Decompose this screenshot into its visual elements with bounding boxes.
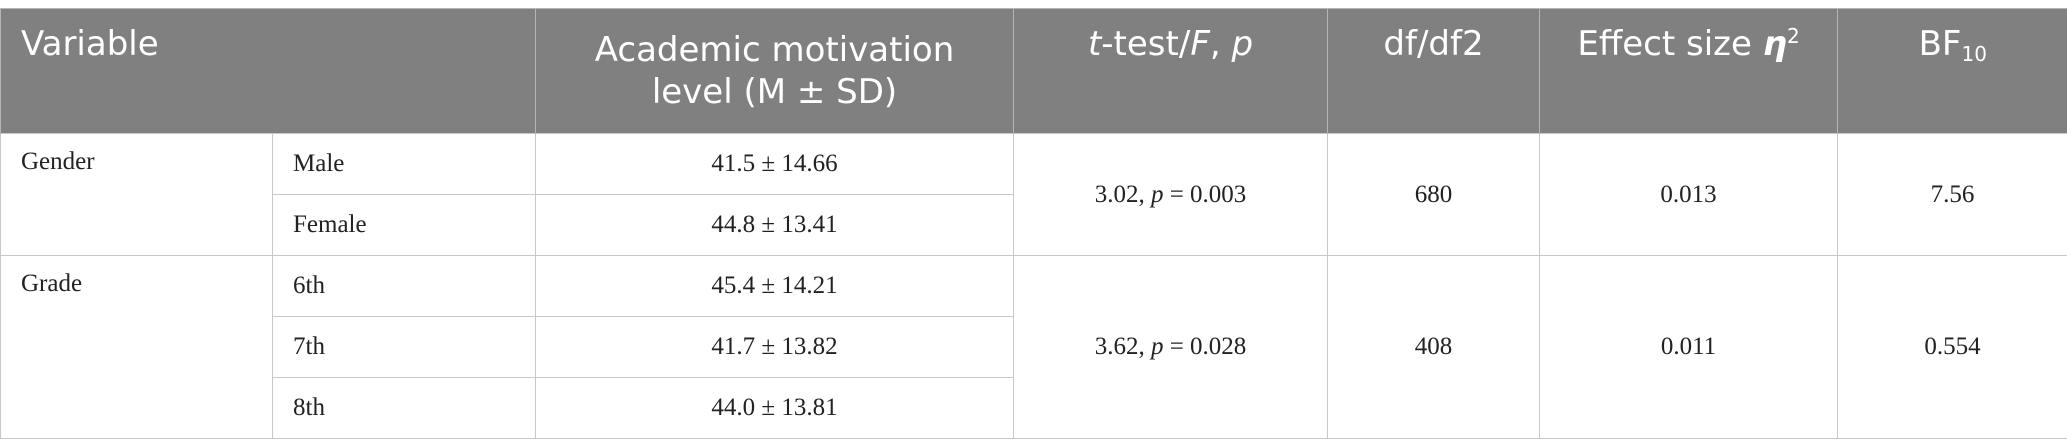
effect-value: 0.013 [1539, 133, 1839, 256]
motivation-value: 41.5 ± 14.66 [535, 133, 1015, 195]
df-value: 680 [1327, 133, 1541, 256]
subgroup-label: Female [271, 194, 537, 256]
ttest-value: 3.62, p = 0.028 [1013, 255, 1329, 439]
bf-value: 7.56 [1837, 133, 2067, 256]
ttest-p-value: = 0.028 [1163, 333, 1247, 360]
motivation-value: 41.7 ± 13.82 [535, 316, 1015, 378]
header-ttest: t-test/F, p [1013, 8, 1328, 134]
header-effect: Effect size η2 [1539, 8, 1838, 134]
ttest-p-symbol: p [1150, 180, 1164, 208]
subgroup-label: 8th [271, 377, 537, 439]
subgroup-label: 6th [271, 255, 537, 317]
subgroup-label: Male [271, 133, 537, 195]
table-row: Grade 6th 45.4 ± 14.21 3.62, p = 0.028 4… [0, 255, 2067, 439]
header-df: df/df2 [1327, 8, 1540, 134]
ttest-p-value: = 0.003 [1163, 180, 1247, 208]
header-variable: Variable [0, 8, 536, 134]
header-ttest-t: t [1087, 24, 1102, 64]
header-effect-text: Effect size [1577, 24, 1763, 64]
header-motivation-line1: Academic motivation [594, 29, 955, 70]
header-ttest-mid: -test/ [1101, 24, 1191, 64]
header-ttest-sep: , [1209, 24, 1232, 64]
header-effect-sup: 2 [1786, 24, 1800, 48]
motivation-value: 44.8 ± 13.41 [535, 194, 1015, 256]
effect-value: 0.011 [1539, 255, 1839, 439]
table-row: 8th 44.0 ± 13.81 [1, 377, 2067, 439]
subgroup-label: 7th [271, 316, 537, 378]
motivation-value: 45.4 ± 14.21 [535, 255, 1015, 317]
table-row: Female 44.8 ± 13.41 [1, 194, 2067, 256]
ttest-p-symbol: p [1150, 333, 1164, 360]
ttest-value: 3.02, p = 0.003 [1013, 133, 1329, 256]
ttest-stat: 3.62, [1094, 333, 1151, 360]
header-ttest-f: F [1190, 24, 1210, 64]
table-row: Gender Male 41.5 ± 14.66 3.02, p = 0.003… [0, 133, 2067, 256]
header-bf-sub: 10 [1961, 42, 1987, 66]
group-label-gender: Gender [0, 133, 273, 256]
header-row: Variable Academic motivation level (M ± … [0, 8, 2067, 134]
group-label-grade: Grade [0, 255, 273, 439]
header-motivation-line2: level (M ± SD) [651, 72, 898, 112]
header-motivation: Academic motivation level (M ± SD) [535, 8, 1014, 134]
header-bf: BF10 [1837, 8, 2067, 134]
results-table: Variable Academic motivation level (M ± … [0, 8, 2067, 439]
motivation-value: 44.0 ± 13.81 [535, 377, 1015, 439]
header-effect-symbol: η [1762, 24, 1787, 64]
df-value: 408 [1327, 255, 1541, 439]
header-ttest-p: p [1231, 24, 1254, 64]
bf-value: 0.554 [1837, 255, 2067, 439]
ttest-stat: 3.02, [1094, 180, 1151, 208]
header-bf-main: BF [1918, 24, 1962, 64]
